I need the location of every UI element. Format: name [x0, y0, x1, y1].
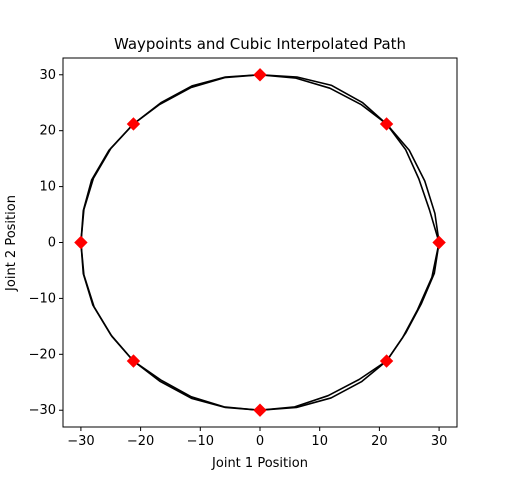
y-tick-label: 0	[48, 236, 56, 251]
x-axis: −30 −20 −10 0 10 20 30	[67, 427, 447, 449]
x-tick-label: 30	[431, 434, 448, 449]
chart-title: Waypoints and Cubic Interpolated Path	[114, 35, 406, 53]
y-tick-label: 10	[39, 180, 56, 195]
y-tick-label: 20	[39, 124, 56, 139]
x-tick-label: −20	[127, 434, 154, 449]
x-tick-label: −10	[187, 434, 214, 449]
y-axis-label: Joint 2 Position	[4, 195, 19, 292]
y-tick-label: 30	[39, 68, 56, 83]
x-tick-label: 20	[371, 434, 388, 449]
waypoint-marker-7	[253, 403, 267, 417]
y-tick-label: −10	[29, 291, 56, 306]
waypoint-marker-6	[126, 354, 141, 368]
y-axis: −30 −20 −10 0 10 20 30	[29, 68, 63, 418]
waypoint-marker-2	[379, 117, 394, 131]
waypoint-marker-4	[126, 117, 141, 131]
x-axis-label: Joint 1 Position	[211, 456, 308, 471]
plot-area	[74, 68, 446, 417]
x-tick-label: 0	[256, 434, 264, 449]
y-tick-label: −20	[29, 347, 56, 362]
waypoint-marker-5	[74, 235, 88, 250]
waypoint-marker-1	[432, 235, 446, 250]
y-tick-label: −30	[29, 403, 56, 418]
waypoint-marker-8	[379, 354, 394, 368]
x-tick-label: −30	[67, 434, 94, 449]
x-tick-label: 10	[311, 434, 328, 449]
waypoint-marker-3	[253, 68, 267, 82]
